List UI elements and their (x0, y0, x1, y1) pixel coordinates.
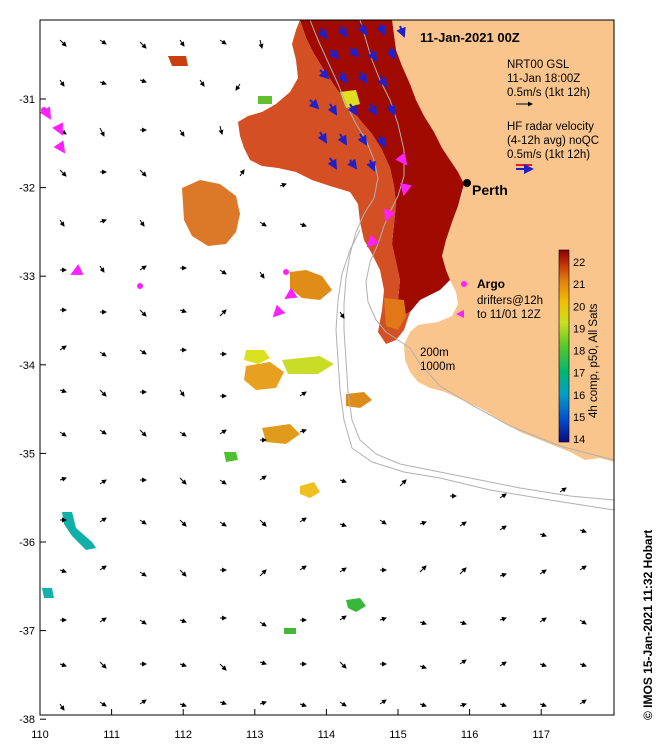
y-axis: -31 -32 -33 -34 -35 -36 -37 -38 (19, 94, 46, 726)
perth-marker (463, 179, 471, 187)
sst-colorbar (558, 249, 570, 443)
colorbar-tick-label: 14 (573, 434, 585, 446)
sst-patch-yellow-2 (282, 356, 334, 374)
colorbar-tick-label: 15 (573, 412, 585, 424)
argo-float-marker (283, 269, 289, 275)
legend-argo-label: Argo (477, 277, 505, 291)
y-tick-label: -31 (19, 94, 35, 106)
y-tick-label: -32 (19, 183, 35, 195)
y-tick-label: -33 (19, 271, 35, 283)
sst-patch-orange-3 (346, 392, 372, 408)
surface-current-vectors (59, 39, 587, 711)
legend-gsl-line2: 11-Jan 18:00Z (507, 73, 580, 85)
isobath-deep (335, 229, 614, 511)
legend-drifter-arrow (456, 310, 464, 318)
sst-patch-yellow (244, 350, 270, 364)
sst-patch-amber (244, 362, 284, 390)
x-tick-label: 113 (246, 729, 264, 741)
y-tick-label: -38 (19, 714, 35, 726)
x-tick-label: 115 (389, 729, 407, 741)
colorbar-tick-label: 16 (573, 390, 585, 402)
x-tick-label: 117 (532, 729, 550, 741)
legend-gsl-line1: NRT00 GSL (507, 59, 570, 71)
x-tick-label: 111 (103, 729, 120, 741)
drifter-tracks (40, 106, 412, 318)
hf-radar-vectors (308, 23, 406, 172)
sst-patch-green-3 (224, 452, 238, 462)
x-tick-label: 116 (461, 729, 479, 741)
colorbar-label: 4h comp, p50, All Sats (588, 303, 600, 418)
legend-radar-line1: HF radar velocity (507, 121, 594, 133)
legend-argo-marker (461, 281, 467, 287)
colorbar-tick-label: 18 (573, 346, 585, 358)
imos-credit: © IMOS 15-Jan-2021 11:32 Hobart (641, 530, 655, 720)
sst-patch-warm-north (168, 56, 188, 66)
isobath-200m (359, 20, 614, 461)
colorbar-tick-label: 21 (573, 279, 585, 291)
sst-patch-green (346, 598, 366, 612)
colorbar-tick-label: 17 (573, 368, 585, 380)
colorbar-tick-label: 19 (573, 323, 585, 335)
x-axis: 110 111 112 113 114 115 116 117 (31, 709, 550, 741)
legend-radar-line2: (4-12h avg) noQC (507, 135, 599, 147)
y-tick-label: -37 (19, 626, 35, 638)
land-western-australia (300, 20, 614, 462)
legend-drifters-line1: drifters@12h (477, 295, 543, 307)
perth-label: Perth (472, 182, 508, 198)
colorbar-ticks: 14 15 16 17 18 19 20 21 22 (573, 257, 585, 446)
isobath-label-1000m: 1000m (420, 361, 455, 373)
sst-patch-cyan (62, 512, 96, 550)
sst-patch-yellow-3 (300, 482, 320, 498)
sst-patch-orange-2 (262, 424, 300, 444)
isobath-label-200m: 200m (420, 347, 449, 359)
sst-patch-orange (290, 270, 332, 300)
legend-gsl-line3: 0.5m/s (1kt 12h) (507, 87, 590, 99)
sst-offshore-warm-patch (182, 180, 240, 246)
sst-warm-shelf-band (238, 20, 410, 344)
y-tick-label: -34 (19, 360, 35, 372)
y-tick-label: -36 (19, 537, 35, 549)
plot-frame (39, 19, 615, 716)
sst-patch-cyan-2 (42, 588, 54, 598)
sst-patch-yellow-north (340, 90, 360, 108)
x-tick-label: 110 (31, 729, 49, 741)
colorbar-tick-label: 20 (573, 301, 585, 313)
sst-patch-orange-coast (384, 298, 406, 330)
x-tick-label: 114 (318, 729, 336, 741)
legend-drifters-line2: to 11/01 12Z (477, 309, 541, 321)
sst-patch-green-2 (284, 628, 296, 634)
x-tick-label: 112 (174, 729, 192, 741)
argo-float-marker (137, 283, 143, 289)
colorbar-tick-label: 22 (573, 257, 585, 269)
legend-radar-line3: 0.5m/s (1kt 12h) (507, 149, 590, 161)
argo-float-marker (41, 107, 47, 113)
map-title: 11-Jan-2021 00Z (420, 30, 520, 45)
y-tick-label: -35 (19, 448, 35, 460)
sst-patch-green-small (258, 96, 272, 104)
